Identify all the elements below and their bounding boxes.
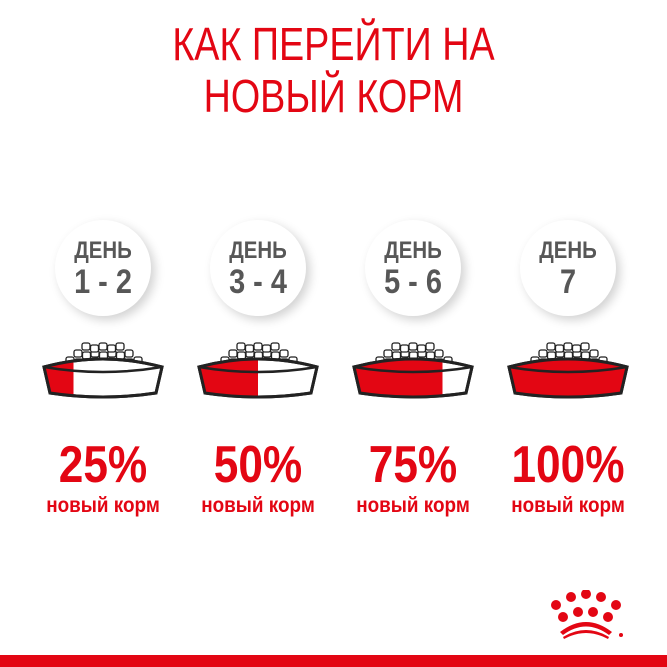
kibble [270,351,281,360]
caption: новый корм [356,494,470,517]
caption: новый корм [46,494,160,517]
bottom-brand-band [0,655,667,667]
kibble [98,342,108,351]
royal-canin-crown-logo [551,590,623,639]
kibble [425,351,436,360]
kibble [261,344,272,353]
new-food-fill [354,359,443,397]
kibble [115,351,126,360]
kibble [580,342,590,351]
kibble [571,344,582,353]
kibble [538,349,548,358]
kibble [416,344,427,353]
bowl-rim [43,365,163,374]
kibble [279,349,289,358]
bowl-outline [42,357,164,399]
food-bowl-icon [42,342,164,399]
percent-value: 100% [511,436,625,494]
bowl-outline [507,357,629,399]
percent-value: 50% [213,436,303,494]
kibble [228,349,238,358]
food-bowl-icon [507,342,629,399]
kibble [589,349,599,358]
percent-value: 75% [368,436,458,494]
bowl-rim [508,365,628,374]
food-bowl-icon [197,342,319,399]
kibble [73,349,83,358]
bowl-rim [198,365,318,374]
kibble [554,344,565,353]
kibble [124,349,134,358]
kibble [408,342,418,351]
kibble [563,342,573,351]
kibble [253,342,263,351]
day-badge: ДЕНЬ 7 [520,220,616,316]
kibble [244,344,255,353]
kibble [391,342,401,351]
food-bowl-icon [352,342,474,399]
day-badge: ДЕНЬ 3 - 4 [210,220,306,316]
kibble [115,342,125,351]
page-title: КАК ПЕРЕЙТИ НА НОВЫЙ КОРМ [172,18,495,122]
new-food-fill [509,359,627,397]
kibble [81,342,91,351]
kibble [106,344,117,353]
bowl-outline [352,357,474,399]
kibble [383,349,393,358]
kibble [434,349,444,358]
kibble [399,344,410,353]
kibble [236,342,246,351]
kibble [546,342,556,351]
kibble [425,342,435,351]
day-badge: ДЕНЬ 1 - 2 [55,220,151,316]
caption: новый корм [511,494,625,517]
percent-value: 25% [58,436,148,494]
caption: новый корм [201,494,315,517]
kibble [270,342,280,351]
bowl-outline [197,357,319,399]
bowl-rim [353,365,473,374]
day-badge: ДЕНЬ 5 - 6 [365,220,461,316]
kibble [580,351,591,360]
kibble [89,344,100,353]
